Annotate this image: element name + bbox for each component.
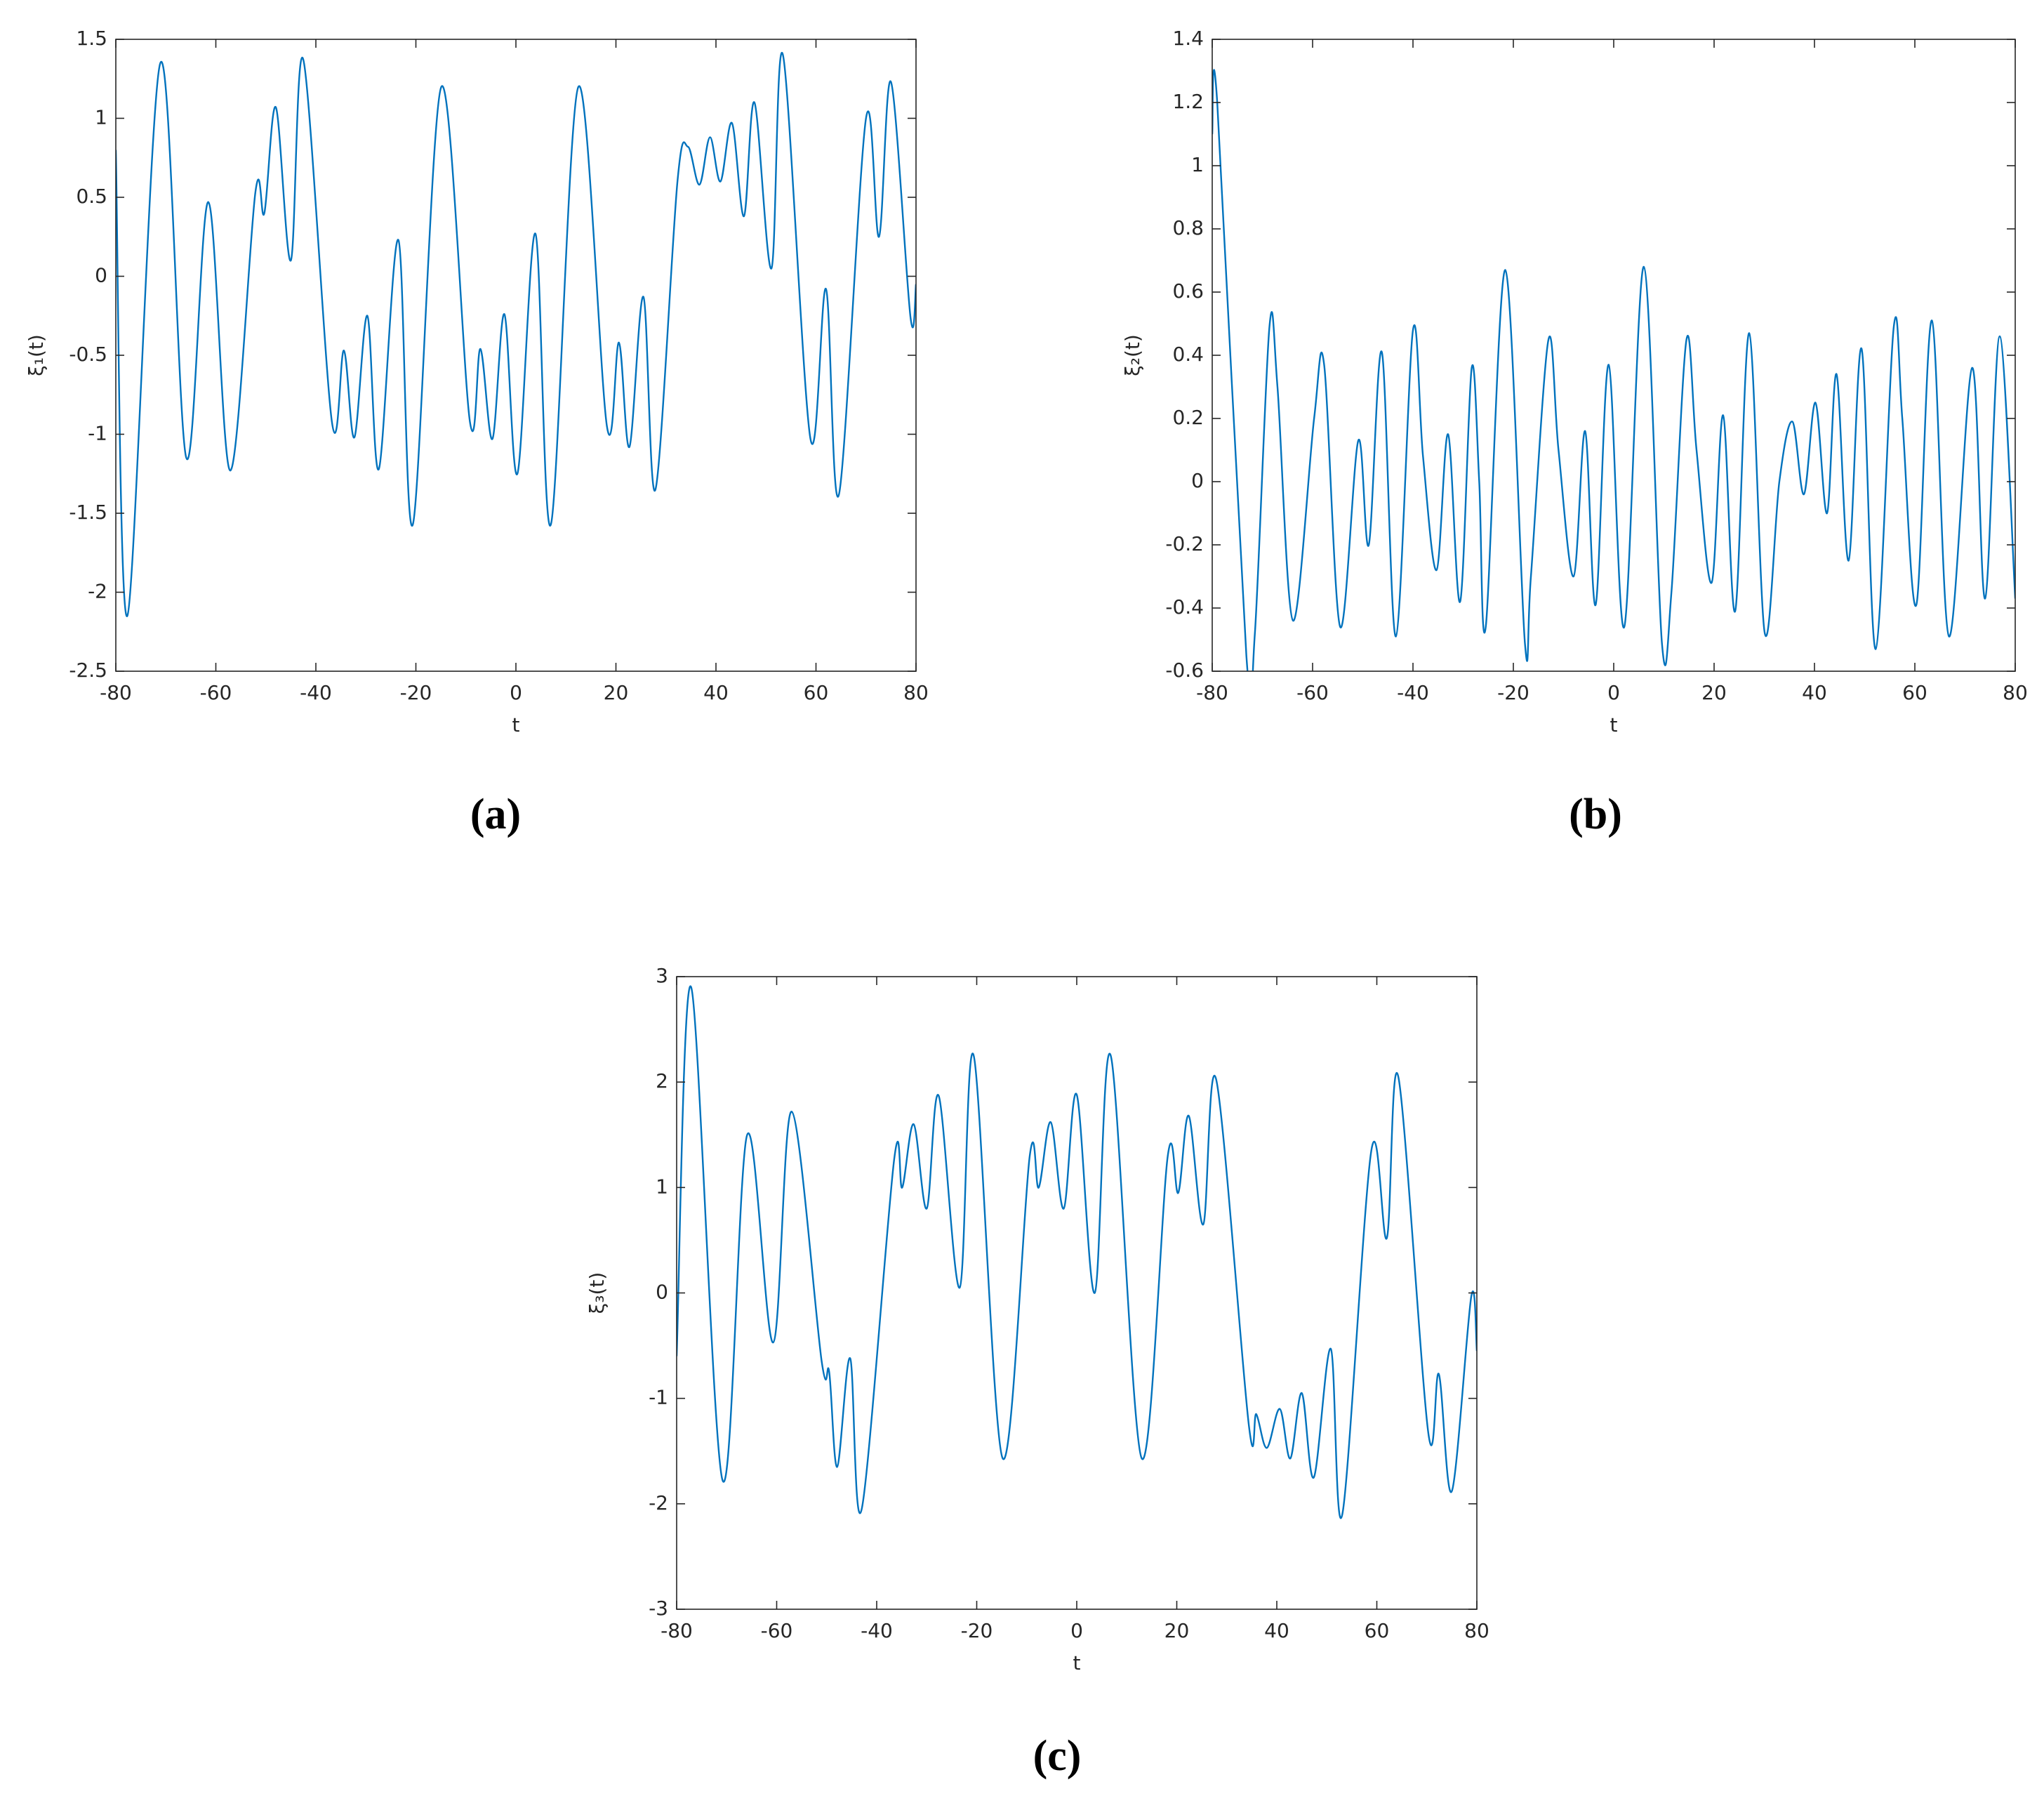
y-tick-label: 1 xyxy=(95,106,107,129)
y-tick-label: 2 xyxy=(656,1069,668,1092)
y-tick-label: 0 xyxy=(656,1281,668,1304)
x-tick-label: -80 xyxy=(1196,681,1228,704)
y-tick-label: -0.4 xyxy=(1165,595,1204,619)
line-layer xyxy=(116,51,916,617)
x-axis-label: t xyxy=(512,713,520,737)
data-line xyxy=(1212,69,2015,671)
y-tick-label: -0.5 xyxy=(69,343,107,366)
axes-box xyxy=(1212,39,2016,672)
y-tick-label: -3 xyxy=(649,1597,668,1620)
x-tick-label: 80 xyxy=(903,681,929,704)
x-tick-label: 0 xyxy=(510,681,522,704)
y-tick-label: 0.5 xyxy=(76,185,107,208)
y-axis-label: ξ₂(t) xyxy=(1121,334,1144,376)
line-layer xyxy=(1212,69,2015,671)
y-tick-label: -2 xyxy=(88,580,107,603)
x-tick-label: -40 xyxy=(300,681,332,704)
axes-box xyxy=(676,976,1478,1610)
x-tick-label: 60 xyxy=(804,681,829,704)
axes-box xyxy=(115,39,917,672)
x-tick-label: 80 xyxy=(1464,1619,1489,1642)
x-tick-label: 20 xyxy=(604,681,629,704)
x-tick-label: 0 xyxy=(1607,681,1620,704)
y-tick-label: 0 xyxy=(1191,469,1204,492)
x-tick-label: 0 xyxy=(1070,1619,1083,1642)
x-tick-label: 40 xyxy=(1802,681,1827,704)
y-tick-label: 1 xyxy=(656,1175,668,1198)
x-tick-label: -60 xyxy=(1296,681,1329,704)
y-tick-label: -1 xyxy=(649,1386,668,1409)
x-tick-label: 20 xyxy=(1164,1619,1190,1642)
y-tick-label: -2.5 xyxy=(69,659,107,682)
x-axis-label: t xyxy=(1073,1651,1081,1675)
y-tick-label: -1 xyxy=(88,422,107,445)
x-tick-label: -20 xyxy=(1497,681,1529,704)
y-tick-label: 0 xyxy=(95,264,107,287)
x-tick-label: 40 xyxy=(703,681,729,704)
y-tick-label: 1.4 xyxy=(1172,27,1204,50)
y-tick-label: 0.4 xyxy=(1172,343,1204,366)
x-tick-label: -60 xyxy=(200,681,232,704)
caption: (b) xyxy=(1569,791,1622,838)
x-tick-label: -20 xyxy=(400,681,432,704)
plot-area xyxy=(677,977,1477,1609)
y-tick-label: -1.5 xyxy=(69,501,107,524)
x-tick-label: -20 xyxy=(961,1619,993,1642)
plot-area xyxy=(116,39,916,671)
x-axis-label: t xyxy=(1610,713,1618,737)
x-tick-label: -80 xyxy=(661,1619,693,1642)
subplot: -80 -60 -40 -20 0 20 40 60 80 -0.6 -0.4 -0.2 0 0.2 0.4… xyxy=(1121,27,2028,838)
y-tick-label: 1.2 xyxy=(1172,90,1204,113)
y-tick-label: 0.6 xyxy=(1172,279,1204,303)
y-tick-label: 1.5 xyxy=(76,27,107,50)
x-tick-label: -40 xyxy=(1397,681,1429,704)
y-axis-label: ξ₃(t) xyxy=(585,1272,609,1314)
subplot: -80 -60 -40 -20 0 20 40 60 80 -3 -2 -1 0 1 2 3 t ξ₃(t) (c) xyxy=(585,964,1489,1780)
x-tick-label: -60 xyxy=(761,1619,793,1642)
y-tick-label: 0.8 xyxy=(1172,216,1204,239)
y-tick-label: -2 xyxy=(649,1491,668,1514)
data-line xyxy=(677,985,1477,1519)
x-tick-label: -40 xyxy=(861,1619,893,1642)
x-tick-label: 60 xyxy=(1902,681,1927,704)
y-tick-label: 0.2 xyxy=(1172,406,1204,429)
line-layer xyxy=(677,985,1477,1519)
x-tick-label: 40 xyxy=(1264,1619,1289,1642)
x-tick-label: 20 xyxy=(1701,681,1727,704)
y-tick-label: -0.2 xyxy=(1165,532,1204,555)
x-tick-label: 60 xyxy=(1365,1619,1390,1642)
subplot: -80 -60 -40 -20 0 20 40 60 80 -2.5 -2 -1.5 -1 -0.5 0 0.… xyxy=(25,27,929,838)
y-axis-label: ξ₁(t) xyxy=(25,334,48,376)
x-tick-label: -80 xyxy=(100,681,132,704)
data-line xyxy=(116,51,916,617)
caption: (a) xyxy=(470,791,521,838)
plot-area xyxy=(1212,39,2015,671)
y-tick-label: 3 xyxy=(656,964,668,987)
y-tick-label: -0.6 xyxy=(1165,659,1204,682)
y-tick-label: 1 xyxy=(1191,153,1204,176)
x-tick-label: 80 xyxy=(2003,681,2028,704)
caption: (c) xyxy=(1033,1732,1082,1780)
